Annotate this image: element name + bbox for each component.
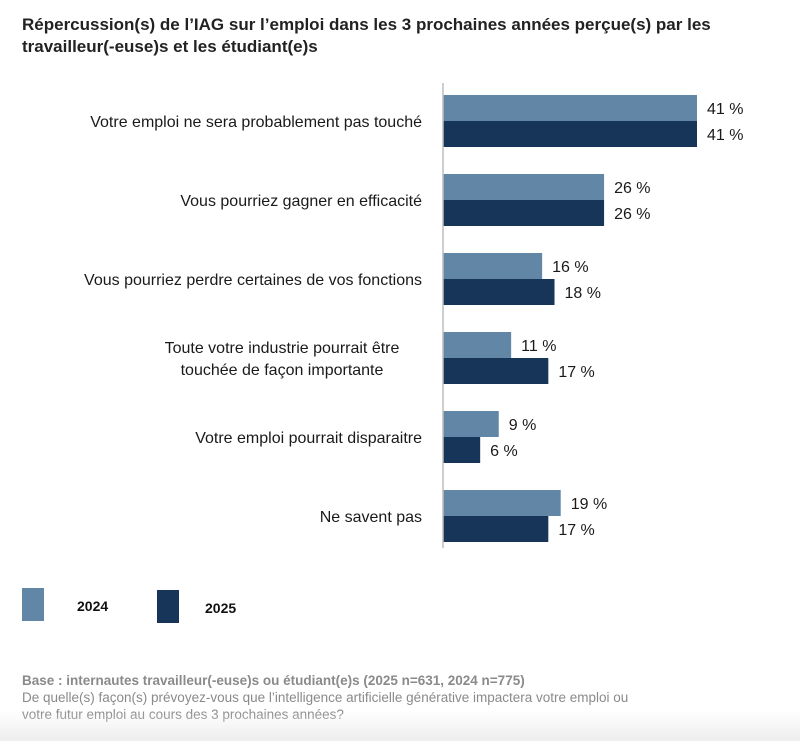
bar-2024 [443,332,512,358]
legend-label-2024: 2024 [77,598,109,614]
category-label: Toute votre industrie pourrait être [165,340,400,357]
data-label-2024: 19 % [571,496,607,513]
bar-chart: Votre emploi ne sera probablement pas to… [84,83,743,548]
bar-2025 [443,358,549,384]
bar-2025 [443,437,481,463]
data-label-2025: 41 % [707,127,743,144]
category-label: Ne savent pas [320,509,422,526]
data-label-2025: 26 % [614,206,650,223]
data-label-2024: 16 % [552,259,588,276]
category-label: Vous pourriez gagner en efficacité [180,193,422,210]
category-label: Votre emploi pourrait disparaitre [195,430,422,447]
data-label-2024: 26 % [614,180,650,197]
footnote-question-line-1: De quelle(s) façon(s) prévoyez-vous que … [22,690,629,705]
legend-swatch-2024 [22,588,44,621]
bar-2024 [443,490,561,516]
data-label-2024: 41 % [707,101,743,118]
bar-2025 [443,200,605,226]
category-label: Votre emploi ne sera probablement pas to… [90,114,422,131]
data-label-2025: 18 % [565,285,601,302]
data-label-2025: 17 % [558,364,594,381]
footnote: Base : internautes travailleur(-euse)s o… [22,672,782,723]
bar-2025 [443,516,549,542]
category-label: touchée de façon importante [181,362,384,379]
legend-label-2025: 2025 [205,600,237,616]
data-label-2025: 6 % [490,443,518,460]
legend-swatch-2025 [157,590,179,623]
bottom-fade [0,711,800,741]
data-label-2025: 17 % [558,522,594,539]
data-label-2024: 11 % [521,338,556,355]
category-label: Vous pourriez perdre certaines de vos fo… [84,272,422,289]
bar-2025 [443,279,555,305]
footnote-base: Base : internautes travailleur(-euse)s o… [22,673,525,688]
bar-2024 [443,253,543,279]
data-label-2024: 9 % [509,417,537,434]
bar-2024 [443,174,605,200]
chart-title: Répercussion(s) de l’IAG sur l’emploi da… [22,15,711,56]
bar-2024 [443,95,697,121]
bar-2025 [443,121,697,147]
bar-2024 [443,411,499,437]
